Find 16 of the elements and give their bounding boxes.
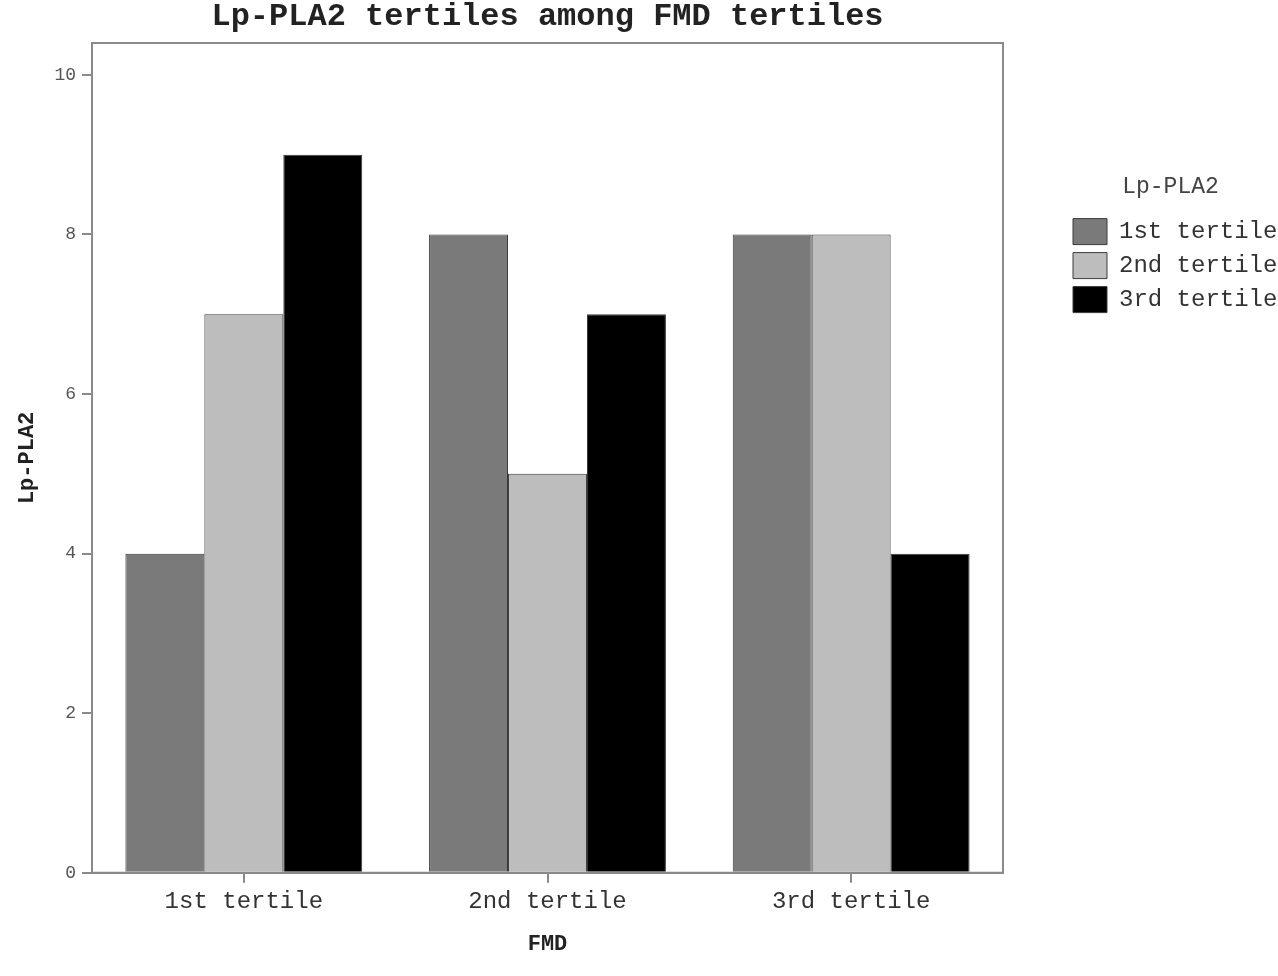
y-tick-label: 10 <box>54 64 76 85</box>
legend-label: 1st tertile <box>1119 217 1278 245</box>
y-tick-label: 6 <box>65 383 76 404</box>
y-axis-title: Lp-PLA2 <box>14 411 40 505</box>
legend-label: 3rd tertile <box>1119 285 1278 313</box>
y-tick-label: 2 <box>65 702 76 723</box>
y-tick-label: 0 <box>65 862 76 883</box>
legend-label: 2nd tertile <box>1119 251 1278 279</box>
x-tick-label: 1st tertile <box>164 887 324 915</box>
x-axis-title: FMD <box>527 932 568 958</box>
x-tick-label: 3rd tertile <box>771 887 931 915</box>
chart-title: Lp-PLA2 tertiles among FMD tertiles <box>211 0 884 36</box>
x-tick-label: 2nd tertile <box>468 887 627 915</box>
y-tick-label: 4 <box>65 543 76 564</box>
y-tick-label: 8 <box>65 224 76 245</box>
legend-title: Lp-PLA2 <box>1122 173 1219 200</box>
